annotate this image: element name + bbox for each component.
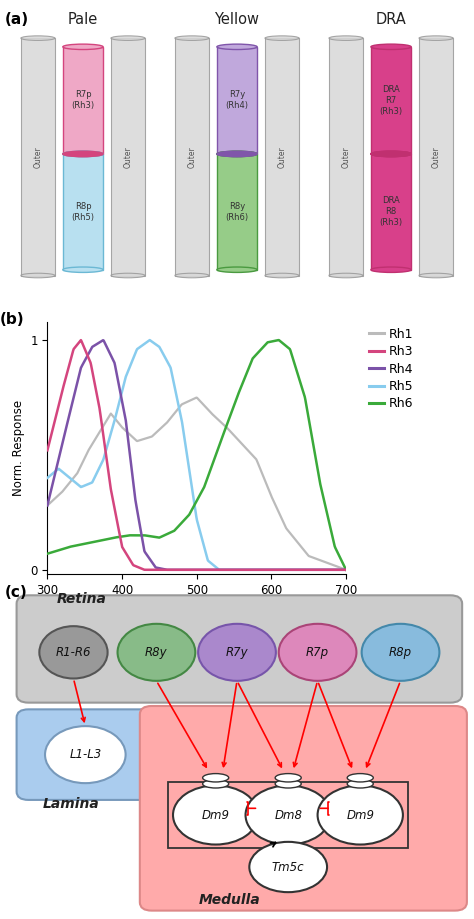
Ellipse shape xyxy=(217,152,257,156)
Ellipse shape xyxy=(275,774,301,782)
Ellipse shape xyxy=(175,36,209,40)
Ellipse shape xyxy=(265,36,299,40)
Y-axis label: Norm. Response: Norm. Response xyxy=(12,400,25,496)
Ellipse shape xyxy=(111,273,145,278)
FancyBboxPatch shape xyxy=(140,706,467,911)
Text: (b): (b) xyxy=(0,312,24,326)
Ellipse shape xyxy=(198,624,276,681)
Ellipse shape xyxy=(63,152,103,156)
Ellipse shape xyxy=(371,44,411,50)
Ellipse shape xyxy=(111,36,145,40)
Text: R7y
(Rh4): R7y (Rh4) xyxy=(226,90,248,110)
FancyBboxPatch shape xyxy=(17,596,462,703)
Ellipse shape xyxy=(265,273,299,278)
Ellipse shape xyxy=(63,267,103,272)
Text: Tm5c: Tm5c xyxy=(272,860,304,873)
Polygon shape xyxy=(371,153,411,270)
Ellipse shape xyxy=(203,774,228,782)
Ellipse shape xyxy=(21,36,55,40)
Ellipse shape xyxy=(371,152,411,156)
Text: R7y: R7y xyxy=(226,646,248,659)
Polygon shape xyxy=(419,38,453,276)
Ellipse shape xyxy=(45,726,126,783)
Text: R8p
(Rh5): R8p (Rh5) xyxy=(72,202,94,221)
Ellipse shape xyxy=(21,273,55,278)
Text: Dm8: Dm8 xyxy=(274,809,302,822)
Ellipse shape xyxy=(419,36,453,40)
Text: L1-L3: L1-L3 xyxy=(69,748,101,761)
Ellipse shape xyxy=(217,267,257,272)
Text: Outer: Outer xyxy=(34,146,42,167)
Ellipse shape xyxy=(203,779,228,788)
Ellipse shape xyxy=(39,626,108,678)
Polygon shape xyxy=(265,38,299,276)
Ellipse shape xyxy=(371,152,411,156)
Text: Yellow: Yellow xyxy=(215,12,259,27)
Ellipse shape xyxy=(63,152,103,156)
Text: Medulla: Medulla xyxy=(199,893,261,907)
Text: Outer: Outer xyxy=(278,146,286,167)
Text: R8p: R8p xyxy=(389,646,412,659)
X-axis label: Wavelength (nm): Wavelength (nm) xyxy=(139,603,254,616)
Ellipse shape xyxy=(362,624,439,681)
Text: Outer: Outer xyxy=(124,146,132,167)
Ellipse shape xyxy=(329,36,363,40)
Ellipse shape xyxy=(279,624,356,681)
Text: DRA
R8
(Rh3): DRA R8 (Rh3) xyxy=(380,197,402,227)
Legend: Rh1, Rh3, Rh4, Rh5, Rh6: Rh1, Rh3, Rh4, Rh5, Rh6 xyxy=(364,323,419,415)
Ellipse shape xyxy=(217,152,257,156)
Ellipse shape xyxy=(275,779,301,788)
Ellipse shape xyxy=(217,44,257,50)
Text: DRA: DRA xyxy=(376,12,406,27)
Ellipse shape xyxy=(347,779,374,788)
Polygon shape xyxy=(329,38,363,276)
Polygon shape xyxy=(21,38,55,276)
Text: (c): (c) xyxy=(5,585,27,600)
Ellipse shape xyxy=(63,152,103,156)
Text: R8y: R8y xyxy=(145,646,168,659)
Ellipse shape xyxy=(175,273,209,278)
Text: Dm9: Dm9 xyxy=(346,809,374,822)
Polygon shape xyxy=(371,47,411,153)
Ellipse shape xyxy=(329,273,363,278)
Polygon shape xyxy=(111,38,145,276)
Text: R7p
(Rh3): R7p (Rh3) xyxy=(72,90,94,110)
Polygon shape xyxy=(217,153,257,270)
Polygon shape xyxy=(63,47,103,153)
Text: Retina: Retina xyxy=(57,592,107,606)
Polygon shape xyxy=(217,47,257,153)
Text: R8y
(Rh6): R8y (Rh6) xyxy=(226,202,248,221)
Ellipse shape xyxy=(118,624,195,681)
Text: Lamina: Lamina xyxy=(43,797,100,811)
Text: Pale: Pale xyxy=(68,12,98,27)
FancyBboxPatch shape xyxy=(17,709,154,800)
Ellipse shape xyxy=(371,267,411,272)
Ellipse shape xyxy=(249,842,327,892)
Ellipse shape xyxy=(318,786,403,845)
Bar xyxy=(168,782,408,848)
Ellipse shape xyxy=(371,152,411,156)
Ellipse shape xyxy=(173,786,258,845)
Ellipse shape xyxy=(217,152,257,156)
Text: Dm9: Dm9 xyxy=(201,809,230,822)
Text: R1-R6: R1-R6 xyxy=(56,646,91,659)
Text: Outer: Outer xyxy=(432,146,440,167)
Ellipse shape xyxy=(246,786,331,845)
Polygon shape xyxy=(175,38,209,276)
Ellipse shape xyxy=(63,44,103,50)
Polygon shape xyxy=(63,153,103,270)
Ellipse shape xyxy=(419,273,453,278)
Text: Outer: Outer xyxy=(188,146,196,167)
Text: R7p: R7p xyxy=(306,646,329,659)
Text: DRA
R7
(Rh3): DRA R7 (Rh3) xyxy=(380,85,402,116)
Text: (a): (a) xyxy=(5,12,29,27)
Ellipse shape xyxy=(347,774,374,782)
Text: Outer: Outer xyxy=(342,146,350,167)
